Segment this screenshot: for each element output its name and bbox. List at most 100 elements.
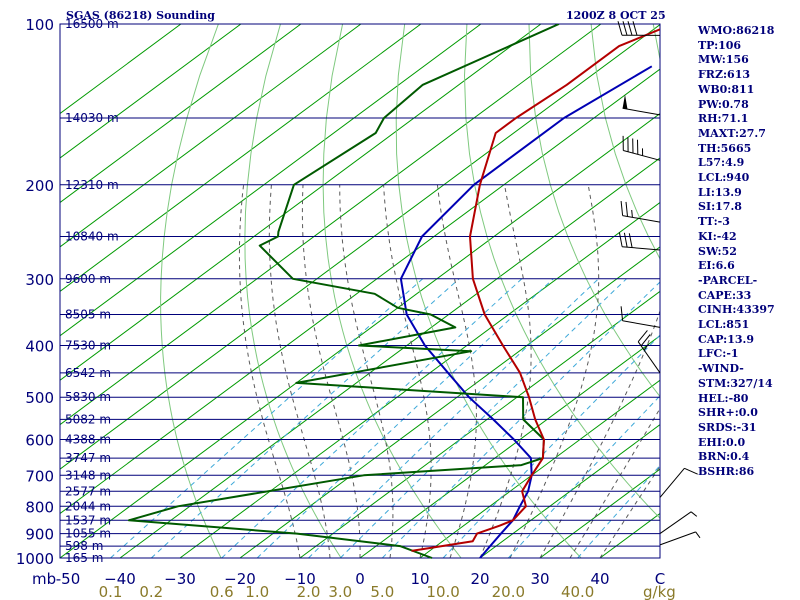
index-entry: -PARCEL- [698,273,758,287]
pressure-tick-label: 400 [25,338,54,356]
mixing-ratio-label: 40.0 [561,583,594,600]
isotherm-line [479,424,660,559]
stability-indices-panel: WMO:86218 TP:106 MW:156 FRZ:613 WB0:811 PW:0.… [698,24,775,480]
pressure-tick-label: 300 [25,271,54,289]
isotherm-line [119,157,660,559]
wind-barb-staff [659,511,692,534]
height-label: 12310 m [65,178,119,192]
mixing-ratio-line [381,281,660,559]
isobar-lines [59,23,661,559]
wind-barb-feather [623,232,628,248]
temperature-tick-label: −20 [224,570,256,588]
index-entry: TT:-3 [698,215,730,229]
wind-barb-staff [659,531,696,546]
mixing-ratio-label: 0.1 [99,583,123,600]
dewpoint-trace [127,24,560,559]
wind-barb-feather [620,306,624,321]
temperature-tick-label: C [655,570,665,588]
index-entry: LI:13.9 [698,185,742,199]
temperature-tick-label: 0 [355,570,365,588]
pressure-tick-label: 200 [25,177,54,195]
wind-barb-staff [622,320,661,328]
height-label: 10840 m [65,229,119,243]
pressure-tick-label: 900 [25,526,54,544]
mixing-ratio-line [339,278,627,559]
mixing-ratio-label: 5.0 [370,583,394,600]
temperature-tick-label: 40 [590,570,609,588]
height-label: 2044 m [65,499,111,513]
isotherm-line [60,24,482,337]
isotherm-line [60,24,302,204]
profile-traces [127,24,660,559]
pressure-tick-label: 500 [25,389,54,407]
height-label: 1537 m [65,513,111,527]
wind-barb-staff [622,107,661,116]
pressure-tick-label: 600 [25,432,54,450]
index-entry: SRDS:-31 [698,420,757,434]
temperature-tick-label: −30 [164,570,196,588]
index-entry: FRZ:613 [698,68,751,82]
index-entry: BRN:0.4 [698,450,750,464]
index-entry: WMO:86218 [698,24,775,37]
index-entry: CAPE:33 [698,288,752,302]
index-entry: -WIND- [698,362,744,376]
index-entry: LFC:-1 [698,347,739,361]
wind-barb-half-feather [695,531,701,539]
height-label: 8505 m [65,308,111,322]
index-entry: MAXT:27.7 [698,126,766,140]
temperature-tick-label: −10 [284,570,316,588]
temperature-trace [411,28,660,552]
index-entry: PW:0.78 [698,97,749,111]
mixing-ratio-label: 1.0 [245,583,269,600]
mixing-ratio-label: 0.2 [139,583,163,600]
mixing-ratio-label: 3.0 [328,583,352,600]
height-label: 14030 m [65,111,119,125]
mixing-ratio-line [577,464,660,559]
isotherm-line [359,335,660,559]
wind-barb-staff [659,467,685,498]
pressure-tick-label: 1000 [16,550,54,568]
index-entry: BSHR:86 [698,465,755,479]
wind-barb-feather [684,467,698,475]
pressure-tick-label: 100 [25,16,54,34]
index-entry: CAP:13.9 [698,332,755,346]
index-entry: EHI:0.0 [698,435,746,449]
wind-barb-feather [627,21,633,36]
height-label: 3747 m [65,451,111,465]
wind-barb-half-feather [643,343,649,351]
isotherm-line [60,24,542,381]
wind-barb-half-feather [631,209,633,218]
mixing-ratio-label: 0.6 [210,583,234,600]
index-entry: SW:52 [698,244,737,258]
isotherm-line [60,24,242,159]
pressure-tick-label: 800 [25,498,54,516]
axis-labels: 16500 m 14030 m 12310 m 10840 m 9600 m 8505 m… [16,16,676,600]
mixing-ratio-label: 2.0 [297,583,321,600]
temperature-tick-label: 30 [530,570,549,588]
index-entry: TP:106 [698,38,742,52]
wind-barb-feather [628,233,633,248]
mixing-ratio-label: 10.0 [426,583,459,600]
height-label: 165 m [65,551,103,565]
dry-adiabat-line [777,24,800,558]
height-label: 598 m [65,539,103,553]
index-entry: LCL:940 [698,171,750,185]
wind-barb-feather [620,201,624,216]
index-entry: TH:5665 [698,141,752,155]
temperature-tick-label: 20 [470,570,489,588]
height-label: 2577 m [65,484,111,498]
index-entry: STM:327/14 [698,376,773,390]
isotherm-line [60,24,362,248]
wind-barb-feather [617,21,623,36]
height-label: 5830 m [65,390,111,404]
height-label: 6542 m [65,366,111,380]
index-entry: SI:17.8 [698,200,742,214]
isotherm-line [299,290,660,559]
index-entry: HEL:-80 [698,391,749,405]
wind-barb-feather [640,334,651,347]
wind-barb-pennant [622,94,628,110]
isotherm-line [60,24,182,115]
height-label: 7530 m [65,339,111,353]
moist-adiabat-line [339,184,394,559]
